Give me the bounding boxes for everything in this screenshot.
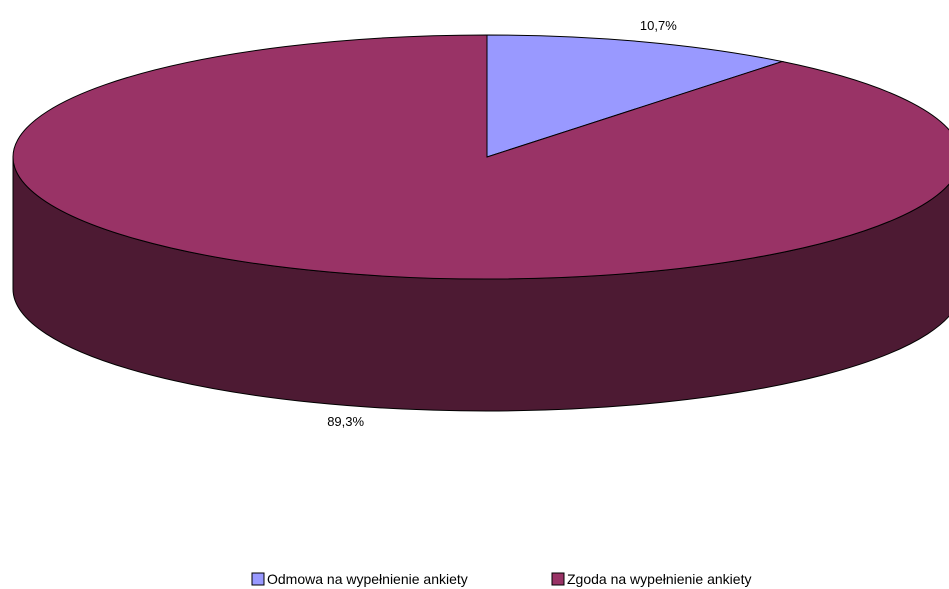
legend-swatch-0: [251, 572, 265, 586]
legend-item-1: Zgoda na wypełnienie ankiety: [551, 571, 751, 587]
pie-slice-0: [486, 34, 785, 158]
legend-label-1: Zgoda na wypełnienie ankiety: [567, 571, 751, 587]
pie-top-face: [12, 34, 949, 280]
data-label-1: 89,3%: [327, 414, 364, 429]
legend-item-0: Odmowa na wypełnienie ankiety: [251, 571, 468, 587]
legend: Odmowa na wypełnienie ankiety Zgoda na wy…: [251, 571, 751, 587]
data-labels: 10,7% 89,3%: [327, 18, 677, 429]
legend-label-0: Odmowa na wypełnienie ankiety: [267, 571, 468, 587]
legend-swatch-1: [551, 572, 565, 586]
pie-slice-1: [12, 34, 949, 280]
data-label-0: 10,7%: [640, 18, 677, 33]
